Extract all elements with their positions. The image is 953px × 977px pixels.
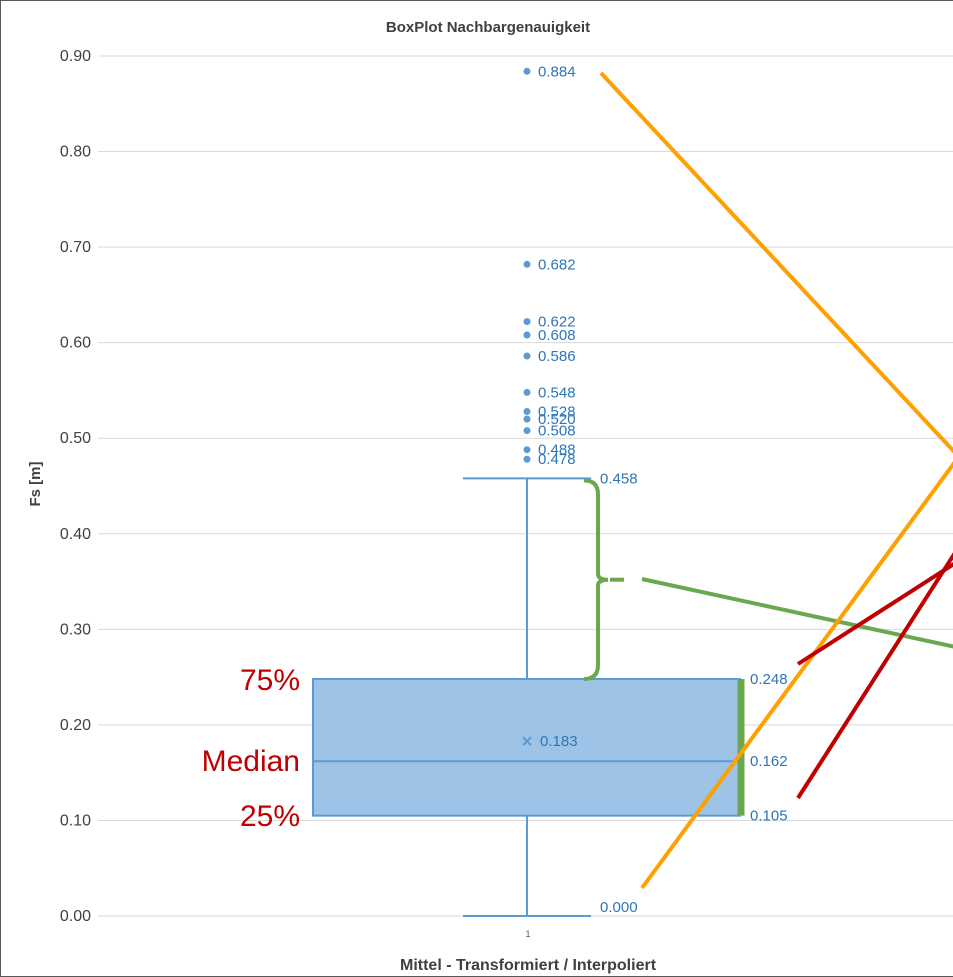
outlier-point [523, 446, 531, 454]
y-tick-label: 0.90 [60, 48, 91, 65]
outlier-point [523, 67, 531, 75]
red-pointer-line-bottom [796, 552, 953, 800]
outlier-label: 0.682 [538, 256, 576, 273]
outlier-point [523, 352, 531, 360]
y-tick-label: 0.50 [60, 430, 91, 447]
annotation-overlay [583, 71, 953, 890]
q1-label: 0.105 [750, 808, 788, 825]
outlier-label: 0.622 [538, 314, 576, 331]
outlier-label: 0.528 [538, 403, 576, 420]
upper-whisker-label: 0.458 [600, 470, 638, 487]
orange-pointer-line-bottom [640, 461, 953, 890]
green-pointer-line [641, 577, 953, 649]
y-axis-ticks: 0.00 0.10 0.20 0.30 0.40 0.50 0.60 0.70 0.80 0.90 [60, 48, 91, 925]
y-tick-label: 0.30 [60, 621, 91, 638]
outlier-point [523, 455, 531, 463]
red-pointer-line-top [796, 562, 953, 666]
outlier-label: 0.520 [538, 411, 576, 428]
gridlines [98, 55, 953, 917]
outlier-point [523, 407, 531, 415]
outlier-label: 0.884 [538, 63, 576, 80]
y-tick-label: 0.10 [60, 812, 91, 829]
outlier-label: 0.508 [538, 423, 576, 440]
box-plot [312, 67, 741, 917]
y-axis-title: Fs [m] [27, 461, 44, 506]
chart-title: BoxPlot Nachbargenauigkeit [386, 19, 590, 36]
y-tick-label: 0.60 [60, 335, 91, 352]
mean-label: 0.183 [540, 733, 578, 750]
q3-label: 0.248 [750, 671, 788, 688]
annotation-median: Median [202, 745, 300, 778]
outlier-point [523, 415, 531, 423]
y-tick-label: 0.20 [60, 717, 91, 734]
outlier-point [523, 388, 531, 396]
x-tick-label: 1 [525, 929, 530, 939]
y-tick-label: 0.80 [60, 144, 91, 161]
outlier-label: 0.586 [538, 348, 576, 365]
annotation-25-percent: 25% [240, 800, 300, 833]
outlier-point [523, 260, 531, 268]
median-value-label: 0.162 [750, 753, 788, 770]
outlier-label: 0.478 [538, 451, 576, 468]
mean-marker [522, 736, 532, 746]
annotation-75-percent: 75% [240, 664, 300, 697]
outlier-label: 0.488 [538, 442, 576, 459]
orange-pointer-line-top [599, 71, 953, 454]
outlier-point [523, 331, 531, 339]
outlier-label: 0.608 [538, 327, 576, 344]
y-tick-label: 0.70 [60, 239, 91, 256]
min-label: 0.000 [600, 899, 638, 916]
x-axis-title: Mittel - Transformiert / Interpoliert [400, 957, 657, 974]
outlier-label: 0.548 [538, 384, 576, 401]
outlier-point [523, 427, 531, 435]
outlier-point [523, 318, 531, 326]
y-tick-label: 0.40 [60, 526, 91, 543]
interquartile-box [312, 678, 741, 817]
y-tick-label: 0.00 [60, 908, 91, 925]
whisker-brace [583, 478, 609, 682]
